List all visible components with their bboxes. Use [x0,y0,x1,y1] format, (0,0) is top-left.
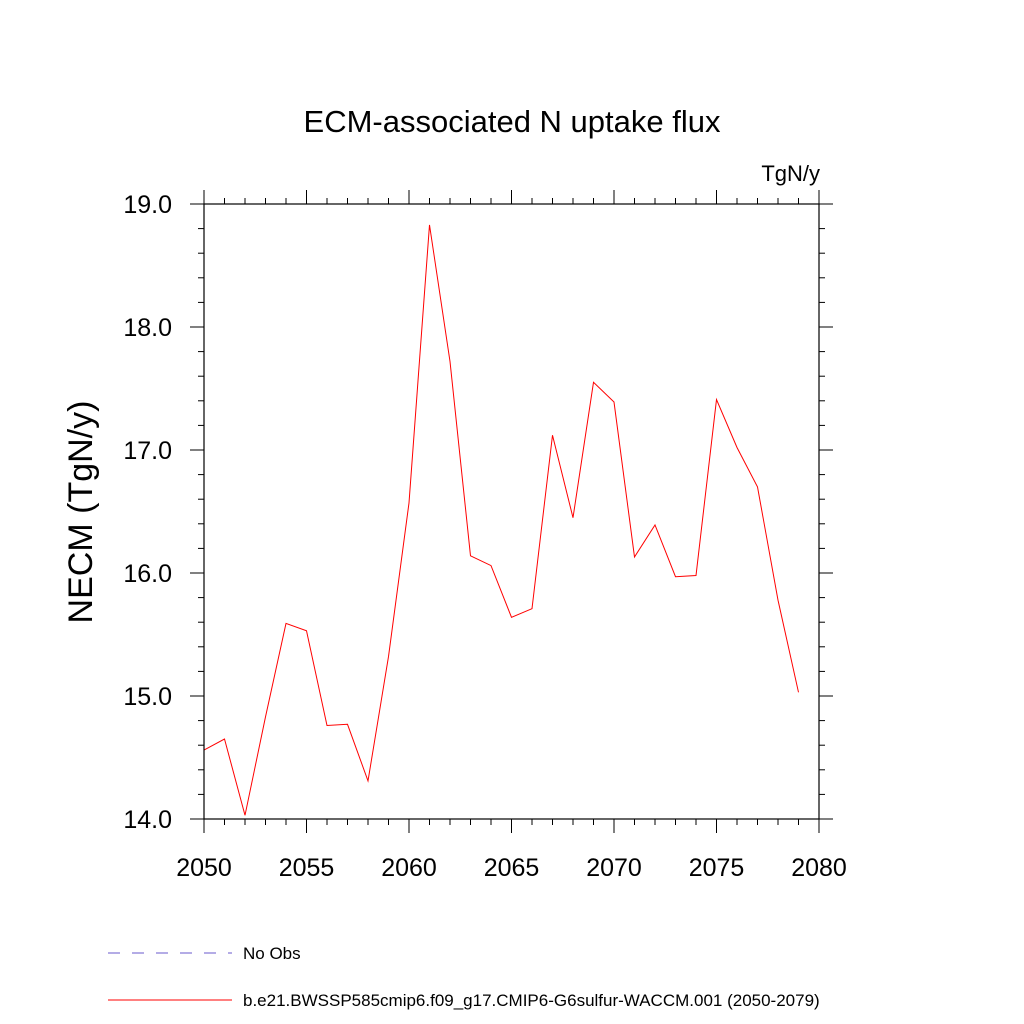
legend-label-model-run: b.e21.BWSSP585cmip6.f09_g17.CMIP6-G6sulf… [243,991,820,1010]
y-axis-label: NECM (TgN/y) [62,401,100,624]
units-label: TgN/y [761,161,820,186]
x-tick-label: 2075 [689,854,745,882]
x-tick-label: 2050 [176,854,232,882]
x-tick-label: 2065 [484,854,540,882]
x-tick-label: 2060 [381,854,437,882]
chart-title: ECM-associated N uptake flux [304,104,721,139]
y-tick-label: 15.0 [123,683,172,711]
series-layer [203,224,799,816]
axis-ticks [190,190,833,833]
x-tick-label: 2055 [279,854,335,882]
y-tick-label: 14.0 [123,806,172,834]
series-line [203,224,799,816]
legend-label-no-obs: No Obs [243,944,301,963]
y-tick-label: 17.0 [123,437,172,465]
y-tick-label: 19.0 [123,191,172,219]
y-tick-label: 18.0 [123,314,172,342]
plot-frame [203,203,820,820]
y-tick-label: 16.0 [123,560,172,588]
x-tick-label: 2080 [791,854,847,882]
legend: No Obs b.e21.BWSSP585cmip6.f09_g17.CMIP6… [108,944,820,1010]
tick-labels: 2050 2055 2060 2065 2070 2075 2080 14.0 15.0 16.0… [123,191,846,882]
x-tick-label: 2070 [586,854,642,882]
